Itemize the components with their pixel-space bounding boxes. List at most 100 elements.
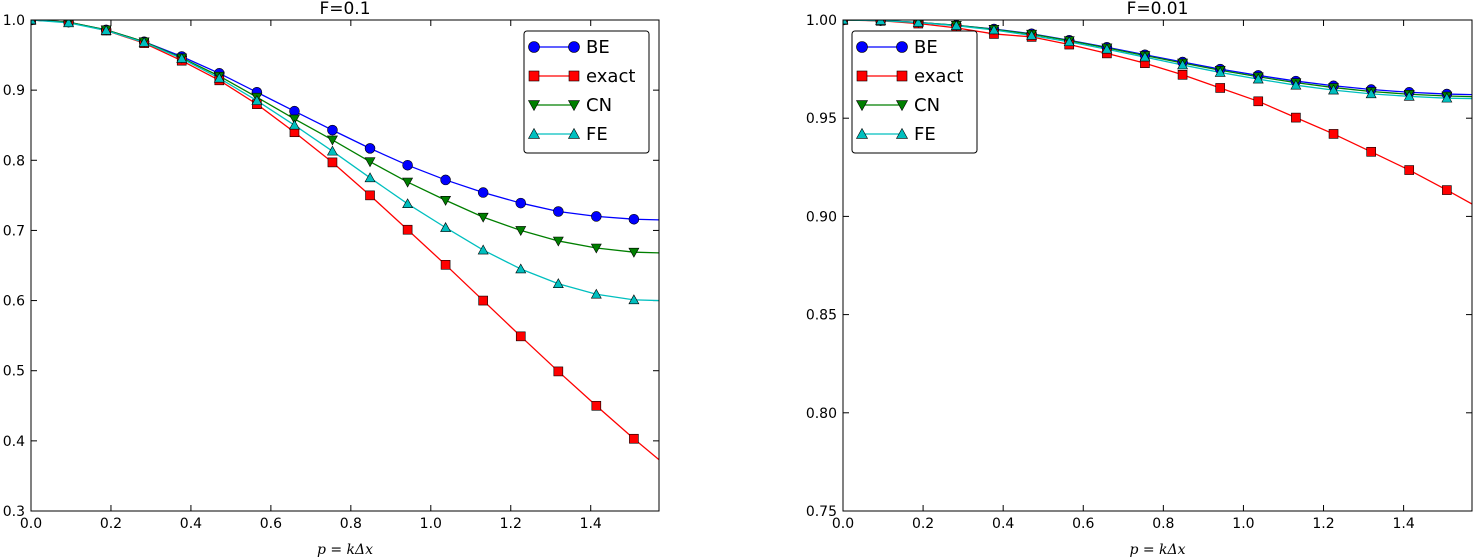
legend-marker-cn bbox=[895, 100, 909, 112]
data-point-exact bbox=[478, 295, 488, 306]
data-point-fe bbox=[31, 20, 37, 25]
data-point-fe bbox=[1214, 66, 1226, 77]
data-point-fe bbox=[843, 20, 849, 25]
data-point-fe bbox=[326, 145, 338, 156]
data-point-exact bbox=[1177, 69, 1188, 80]
legend-label-be: BE bbox=[914, 37, 938, 58]
data-point-exact bbox=[515, 331, 526, 342]
legend-marker-cn bbox=[855, 100, 869, 112]
data-point-fe bbox=[138, 36, 150, 47]
legend-marker-be bbox=[528, 41, 540, 53]
data-point-cn bbox=[477, 212, 489, 223]
x-tick-label: 0.8 bbox=[1152, 516, 1174, 532]
data-point-fe bbox=[1177, 59, 1189, 70]
data-point-cn bbox=[326, 135, 338, 146]
chart-title: F=0.01 bbox=[1127, 0, 1189, 19]
data-point-fe bbox=[1139, 51, 1151, 62]
data-point-fe bbox=[251, 95, 263, 105]
data-point-fe bbox=[1441, 92, 1453, 103]
data-point-cn bbox=[590, 243, 602, 254]
x-tick-label: 0.6 bbox=[1072, 516, 1094, 532]
data-point-exact bbox=[1366, 146, 1376, 157]
legend-label-exact: exact bbox=[914, 66, 963, 87]
legend-marker-be bbox=[856, 41, 868, 53]
x-tick-label: 0.2 bbox=[912, 516, 934, 532]
legend-marker-fe bbox=[527, 127, 541, 139]
data-point-fe bbox=[63, 20, 75, 28]
legend-marker-exact bbox=[568, 70, 580, 82]
data-point-fe bbox=[1063, 36, 1075, 47]
data-point-fe bbox=[1252, 73, 1264, 84]
y-tick-label: 0.75 bbox=[806, 504, 837, 520]
y-tick-label: 0.7 bbox=[3, 223, 25, 239]
data-point-fe bbox=[1403, 90, 1415, 101]
y-tick-label: 1.00 bbox=[806, 13, 837, 29]
data-point-fe bbox=[100, 24, 112, 35]
data-point-fe bbox=[1026, 29, 1038, 40]
data-point-exact bbox=[402, 224, 413, 235]
series-line-fe bbox=[31, 20, 659, 302]
data-point-exact bbox=[1404, 165, 1415, 175]
chart-f01: 0.0 0.2 0.4 0.6 0.8 1.0 1.2 1.4 0.3 0.4 0.5 0.6 0.7 0… bbox=[3, 0, 660, 557]
data-point-cn bbox=[628, 247, 640, 258]
data-point-be bbox=[628, 213, 640, 225]
data-point-fe bbox=[364, 172, 376, 183]
x-tick-label: 1.0 bbox=[420, 516, 442, 532]
y-tick-label: 0.95 bbox=[806, 111, 837, 127]
legend-marker-be bbox=[896, 41, 908, 53]
data-point-exact bbox=[1253, 96, 1264, 107]
data-point-fe bbox=[477, 244, 489, 255]
data-point-exact bbox=[1291, 112, 1301, 123]
data-point-be bbox=[364, 143, 376, 154]
data-point-fe bbox=[590, 288, 602, 299]
y-tick-label: 0.3 bbox=[3, 504, 25, 520]
y-tick-label: 0.6 bbox=[3, 294, 25, 310]
data-point-cn bbox=[515, 226, 527, 236]
chart-f001: 0.0 0.2 0.4 0.6 0.8 1.0 1.2 1.4 0.75 0.80 0.85 0.90… bbox=[806, 0, 1473, 557]
data-point-cn bbox=[440, 196, 452, 206]
data-point-cn bbox=[364, 157, 376, 168]
data-point-exact bbox=[1215, 83, 1226, 93]
data-point-be bbox=[327, 124, 338, 136]
x-tick-label: 0.4 bbox=[992, 516, 1014, 532]
x-tick-label: 0.0 bbox=[20, 516, 42, 532]
data-point-cn bbox=[552, 236, 564, 247]
legend-label-fe: FE bbox=[586, 124, 608, 145]
legend: BE exact CN FE bbox=[851, 30, 978, 154]
data-point-fe bbox=[628, 294, 640, 305]
legend-label-cn: CN bbox=[914, 95, 940, 116]
data-point-fe bbox=[1328, 84, 1339, 95]
legend-marker-cn bbox=[567, 100, 581, 112]
y-tick-label: 0.4 bbox=[3, 434, 25, 450]
data-point-be bbox=[553, 206, 564, 217]
x-tick-label: 0.8 bbox=[340, 516, 362, 532]
legend-box bbox=[523, 30, 650, 154]
data-point-fe bbox=[1365, 88, 1377, 99]
legend-marker-fe bbox=[895, 127, 909, 139]
data-point-exact bbox=[553, 366, 564, 377]
legend-marker-fe bbox=[855, 127, 869, 139]
data-point-fe bbox=[176, 53, 188, 63]
series-line-cn bbox=[31, 20, 659, 254]
x-axis-label: p = kΔx bbox=[317, 542, 373, 557]
axes-frame bbox=[30, 19, 660, 512]
data-point-fe bbox=[289, 119, 300, 130]
data-point-exact bbox=[1442, 185, 1452, 195]
legend-marker-be bbox=[568, 41, 580, 53]
legend-marker-exact bbox=[856, 70, 868, 82]
legend-label-fe: FE bbox=[914, 124, 936, 145]
data-point-exact bbox=[440, 259, 451, 270]
y-tick-label: 0.5 bbox=[3, 364, 25, 380]
x-tick-label: 0.0 bbox=[832, 516, 854, 532]
x-tick-label: 0.6 bbox=[260, 516, 282, 532]
data-point-be bbox=[591, 211, 602, 222]
data-point-exact bbox=[365, 190, 375, 201]
data-point-fe bbox=[1290, 79, 1302, 90]
data-point-cn bbox=[402, 177, 414, 188]
x-tick-label: 0.2 bbox=[100, 516, 122, 532]
data-point-cn bbox=[289, 114, 300, 125]
legend-marker-fe bbox=[567, 127, 581, 139]
legend-box bbox=[851, 30, 978, 154]
y-tick-label: 0.85 bbox=[806, 308, 837, 324]
data-point-fe bbox=[213, 72, 225, 83]
